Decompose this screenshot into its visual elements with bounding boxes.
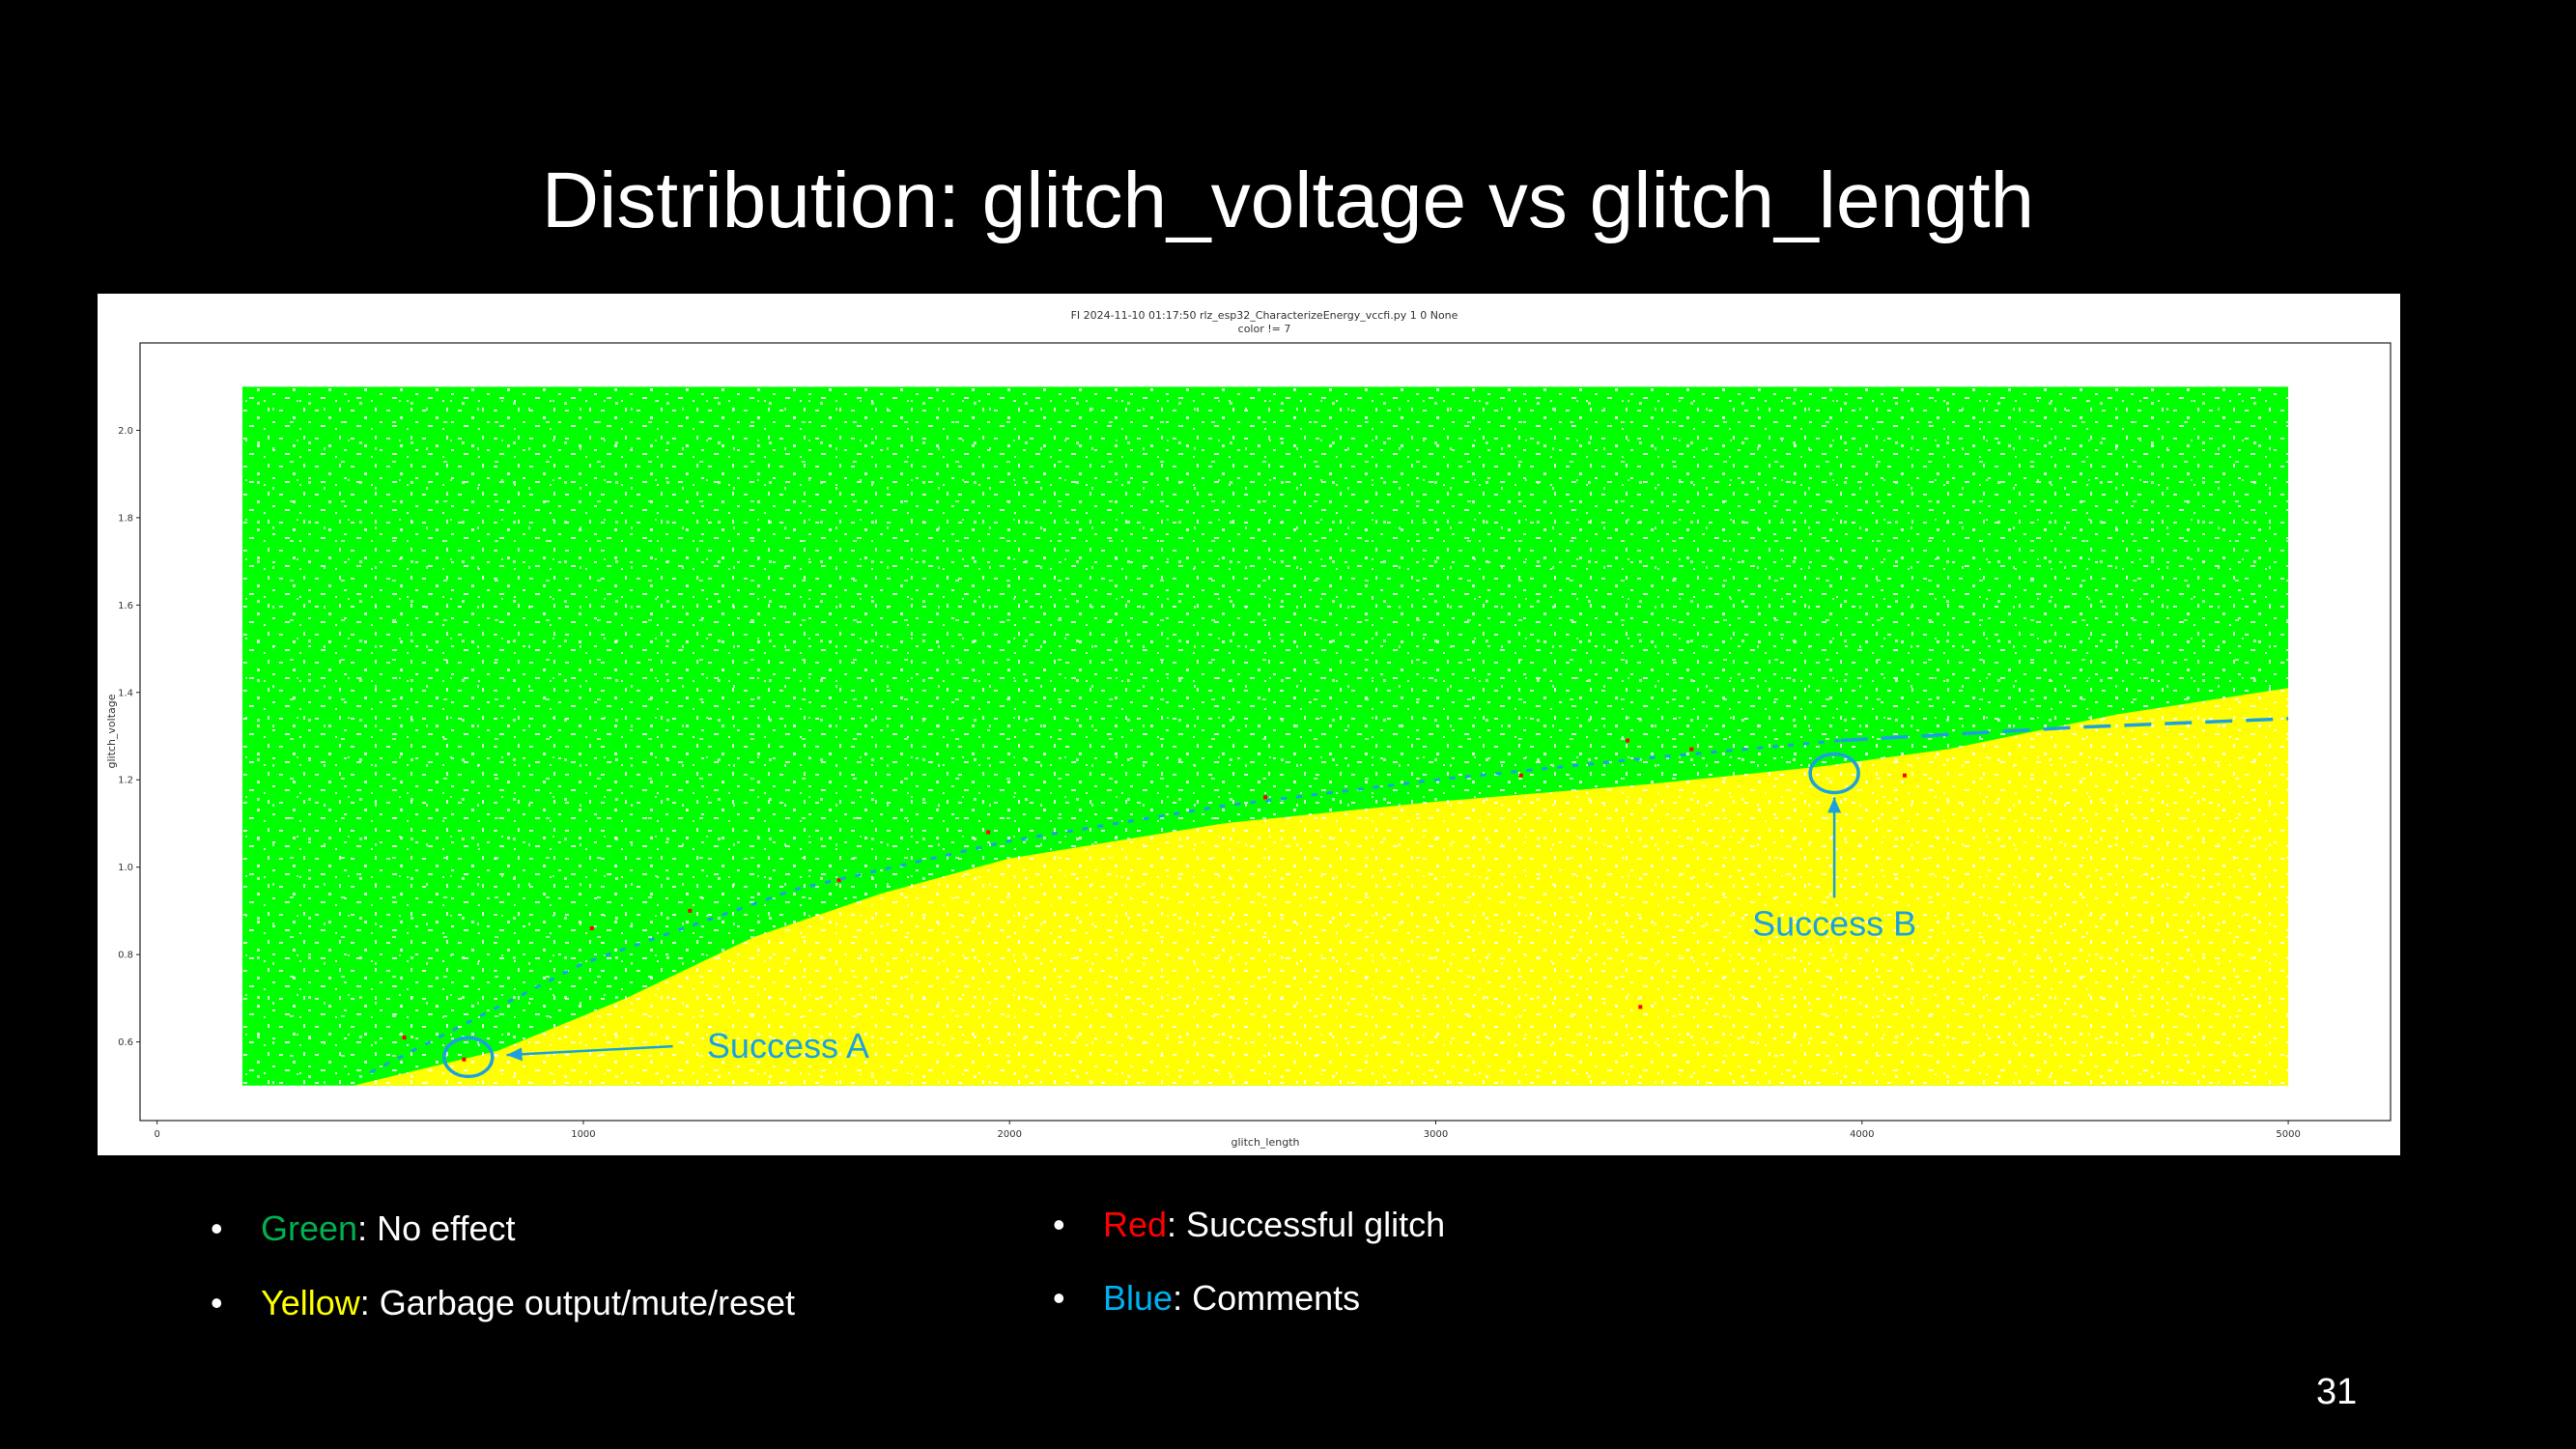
bullet-desc-green: : No effect [357,1208,516,1248]
scatter-chart: FI 2024-11-10 01:17:50 rlz_esp32_Charact… [105,309,2392,1149]
x-tick-label: 3000 [1424,1129,1448,1140]
success-b-label: Success B [1752,903,1916,943]
bullet-dot: • [211,1208,223,1248]
comment-curve-dotted [369,739,1841,1074]
x-axis-ticks: 0 1000 2000 3000 4000 5000 [154,1121,2301,1140]
slide-title: Distribution: glitch_voltage vs glitch_l… [541,156,2035,244]
x-tick-label: 5000 [2276,1129,2300,1140]
scatter-figure: FI 2024-11-10 01:17:50 rlz_esp32_Charact… [98,294,2400,1155]
comment-curve-dashed [1840,717,2289,743]
bullet-term-yellow: Yellow [261,1283,360,1322]
y-tick-label: 1.6 [118,601,133,611]
success-point [688,908,693,913]
x-tick-label: 2000 [998,1129,1022,1140]
y-tick-label: 0.6 [118,1037,133,1048]
bullet-dot: • [211,1283,223,1322]
success-point [1518,773,1523,778]
bullet-desc-red: : Successful glitch [1167,1205,1446,1244]
success-point [836,878,841,883]
bullet-dot: • [1053,1278,1065,1318]
success-point [1263,795,1267,800]
bullet-desc-yellow: : Garbage output/mute/reset [359,1283,796,1322]
y-tick-label: 1.4 [118,688,133,698]
success-a-label: Success A [707,1026,869,1065]
annotation-circle [442,1036,495,1079]
success-point [1626,738,1630,743]
x-tick-label: 4000 [1850,1129,1874,1140]
success-point [1689,747,1694,752]
x-tick-label: 0 [154,1129,159,1140]
y-tick-label: 1.0 [118,863,133,873]
y-axis-label: glitch_voltage [105,694,118,768]
success-point [402,1036,407,1040]
annotations-layer: Success A Success B [369,717,2289,1079]
axes-frame [139,342,2392,1122]
x-axis-label: glitch_length [1231,1136,1300,1149]
y-axis-ticks: 0.6 0.8 1.0 1.2 1.4 1.6 1.8 2.0 [118,426,140,1048]
y-tick-label: 1.8 [118,513,133,524]
annotation-arrow-head [506,1047,523,1062]
y-tick-label: 1.2 [118,776,133,786]
bullet-term-red: Red [1103,1205,1168,1244]
x-tick-label: 1000 [571,1129,595,1140]
success-point [986,830,991,835]
annotation-circle [1808,752,1860,795]
annotation-arrow [506,1044,673,1057]
success-point [1902,773,1907,778]
success-point [589,926,594,931]
success-point [462,1057,467,1062]
chart-subtitle: color != 7 [1238,323,1291,335]
bullet-term-green: Green [261,1208,358,1248]
page-number: 31 [2316,1372,2358,1412]
y-tick-label: 2.0 [118,426,133,437]
bullet-desc-blue: : Comments [1173,1278,1361,1318]
y-tick-label: 0.8 [118,951,133,961]
success-point [1638,1005,1643,1009]
bullet-term-blue: Blue [1103,1278,1174,1318]
annotation-arrow-head [1827,797,1842,813]
chart-title: FI 2024-11-10 01:17:50 rlz_esp32_Charact… [1071,309,1458,322]
bullet-dot: • [1053,1205,1065,1244]
